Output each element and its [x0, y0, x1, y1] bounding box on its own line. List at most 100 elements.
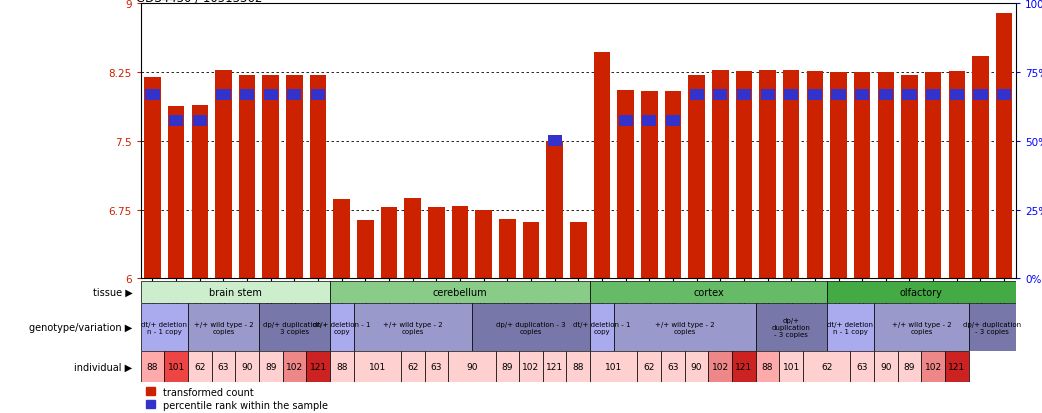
- Bar: [188, 304, 259, 351]
- Bar: [288, 90, 301, 101]
- Bar: [330, 281, 590, 304]
- Text: 89: 89: [265, 362, 276, 371]
- Text: cerebellum: cerebellum: [432, 287, 488, 297]
- Bar: [737, 90, 751, 101]
- Bar: [567, 351, 590, 382]
- Text: dt/+ deletion
n - 1 copy: dt/+ deletion n - 1 copy: [142, 321, 188, 334]
- Bar: [217, 90, 230, 101]
- Bar: [807, 72, 823, 279]
- Text: genotype/variation ▶: genotype/variation ▶: [29, 322, 135, 332]
- Bar: [709, 351, 733, 382]
- Bar: [830, 73, 847, 279]
- Text: 121: 121: [309, 362, 326, 371]
- Text: +/+ wild type - 2
copies: +/+ wild type - 2 copies: [655, 321, 715, 334]
- Bar: [264, 90, 278, 101]
- Bar: [878, 90, 893, 101]
- Bar: [925, 73, 941, 279]
- Text: olfactory: olfactory: [900, 287, 943, 297]
- Bar: [428, 207, 445, 279]
- Bar: [665, 92, 681, 279]
- Bar: [832, 90, 845, 101]
- Text: 88: 88: [336, 362, 347, 371]
- Bar: [826, 304, 874, 351]
- Text: 63: 63: [430, 362, 442, 371]
- Bar: [496, 351, 519, 382]
- Bar: [779, 351, 803, 382]
- Bar: [619, 116, 632, 127]
- Bar: [519, 351, 543, 382]
- Bar: [353, 304, 472, 351]
- Bar: [590, 351, 638, 382]
- Bar: [690, 90, 703, 101]
- Text: 62: 62: [194, 362, 205, 371]
- Text: +/+ wild type - 2
copies: +/+ wild type - 2 copies: [194, 321, 253, 334]
- Bar: [617, 91, 634, 279]
- Bar: [472, 304, 590, 351]
- Text: 90: 90: [242, 362, 253, 371]
- Bar: [997, 90, 1011, 101]
- Bar: [333, 199, 350, 279]
- Bar: [661, 351, 685, 382]
- Bar: [401, 351, 424, 382]
- Bar: [783, 71, 799, 279]
- Text: +/+ wild type - 2
copies: +/+ wild type - 2 copies: [382, 321, 443, 334]
- Text: 89: 89: [903, 362, 915, 371]
- Bar: [761, 90, 774, 101]
- Text: dp/+ duplication
- 3 copies: dp/+ duplication - 3 copies: [963, 321, 1021, 334]
- Bar: [306, 351, 330, 382]
- Bar: [546, 142, 563, 279]
- Bar: [475, 210, 492, 279]
- Bar: [921, 351, 945, 382]
- Bar: [141, 304, 188, 351]
- Text: 63: 63: [667, 362, 678, 371]
- Bar: [523, 222, 540, 279]
- Bar: [259, 304, 330, 351]
- Bar: [902, 90, 917, 101]
- Text: dt/+ deletion
n - 1 copy: dt/+ deletion n - 1 copy: [827, 321, 873, 334]
- Bar: [926, 90, 940, 101]
- Bar: [874, 351, 897, 382]
- Text: 101: 101: [168, 362, 184, 371]
- Bar: [141, 351, 165, 382]
- Bar: [188, 351, 212, 382]
- Bar: [666, 116, 680, 127]
- Bar: [760, 71, 776, 279]
- Bar: [642, 116, 656, 127]
- Bar: [380, 207, 397, 279]
- Bar: [755, 351, 779, 382]
- Bar: [548, 136, 562, 147]
- Text: 90: 90: [466, 362, 477, 371]
- Text: 89: 89: [501, 362, 513, 371]
- Bar: [853, 73, 870, 279]
- Bar: [733, 351, 755, 382]
- Bar: [803, 351, 850, 382]
- Bar: [263, 76, 279, 279]
- Bar: [948, 72, 965, 279]
- Bar: [874, 304, 969, 351]
- Bar: [330, 351, 353, 382]
- Bar: [877, 73, 894, 279]
- Bar: [452, 206, 468, 279]
- Bar: [685, 351, 709, 382]
- Text: 63: 63: [857, 362, 868, 371]
- Bar: [287, 76, 303, 279]
- Text: 88: 88: [572, 362, 585, 371]
- Bar: [424, 351, 448, 382]
- Text: GDS4430 / 10513362: GDS4430 / 10513362: [137, 0, 263, 4]
- Text: 102: 102: [924, 362, 942, 371]
- Bar: [144, 78, 160, 279]
- Bar: [309, 76, 326, 279]
- Text: 101: 101: [783, 362, 800, 371]
- Text: brain stem: brain stem: [208, 287, 262, 297]
- Bar: [282, 351, 306, 382]
- Bar: [146, 90, 159, 101]
- Text: 121: 121: [736, 362, 752, 371]
- Bar: [141, 281, 330, 304]
- Bar: [357, 220, 374, 279]
- Text: dp/+
duplication
- 3 copies: dp/+ duplication - 3 copies: [772, 317, 811, 337]
- Bar: [239, 76, 255, 279]
- Bar: [755, 304, 826, 351]
- Text: tissue ▶: tissue ▶: [93, 287, 135, 297]
- Bar: [897, 351, 921, 382]
- Bar: [736, 72, 752, 279]
